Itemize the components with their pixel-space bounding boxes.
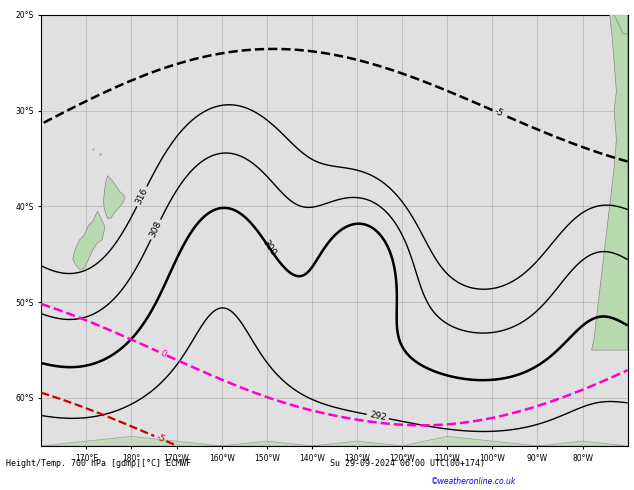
Text: -5: -5 [154,433,166,444]
Text: 300: 300 [261,238,278,257]
Polygon shape [592,15,628,350]
Text: 0: 0 [158,348,167,359]
Polygon shape [73,211,105,270]
Polygon shape [103,176,125,219]
Text: 316: 316 [134,187,150,206]
Polygon shape [614,15,628,34]
Text: -5: -5 [493,107,505,119]
Text: ©weatheronline.co.uk: ©weatheronline.co.uk [431,477,516,486]
Text: Su 29-09-2024 06:00 UTC(00+174): Su 29-09-2024 06:00 UTC(00+174) [330,459,484,468]
Text: Height/Temp. 700 hPa [gdmp][°C] ECMWF: Height/Temp. 700 hPa [gdmp][°C] ECMWF [6,459,191,468]
Text: 292: 292 [368,411,387,423]
Text: 308: 308 [148,220,164,239]
Polygon shape [41,436,628,446]
